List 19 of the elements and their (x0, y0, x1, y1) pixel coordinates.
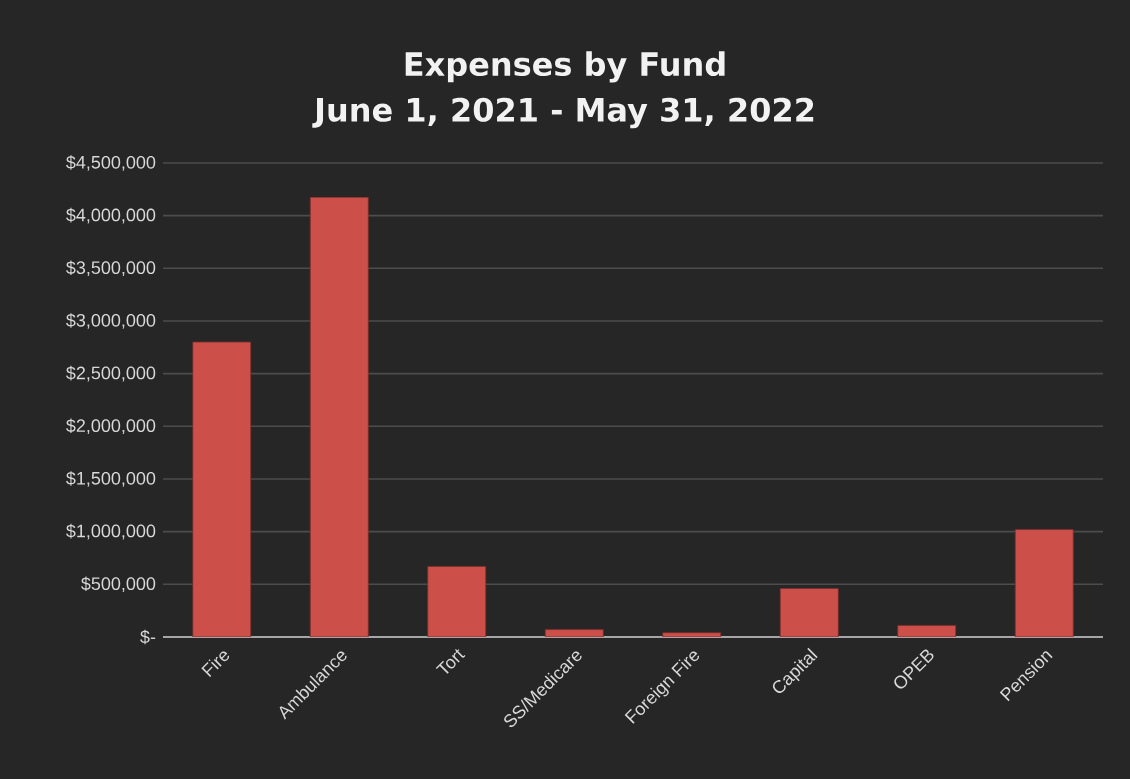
bar (309, 196, 369, 637)
chart-title: Expenses by Fund (405, 51, 725, 83)
y-tick-label: $500,000 (81, 576, 156, 593)
bar (779, 588, 839, 637)
y-tick-label: $3,500,000 (66, 260, 156, 277)
y-tick-label: $2,500,000 (66, 365, 156, 382)
x-tick-label: Fire (201, 651, 230, 678)
y-tick-label: $- (140, 629, 156, 645)
y-tick-label: $2,000,000 (66, 418, 156, 435)
chart-subtitle: June 1, 2021 - May 31, 2022 (312, 97, 814, 129)
y-tick-label: $1,500,000 (66, 471, 156, 487)
y-tick-label: $3,000,000 (66, 313, 156, 329)
bar (427, 566, 487, 637)
x-tick-label: Tort (435, 648, 466, 674)
bar (192, 341, 252, 637)
y-tick-label: $1,000,000 (66, 523, 156, 540)
bar (1014, 529, 1074, 637)
y-tick-label: $4,000,000 (66, 207, 156, 224)
y-tick-label: $4,500,000 (66, 155, 156, 171)
